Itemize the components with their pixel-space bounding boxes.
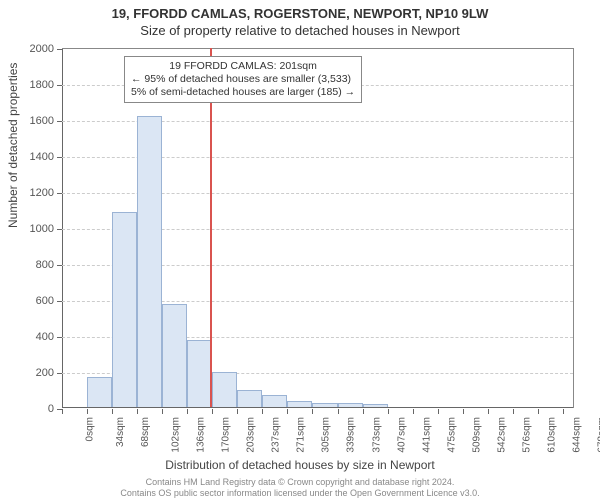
xtick-mark [87,409,88,414]
ytick-label: 2000 [14,43,54,55]
xtick-label: 170sqm [221,417,232,453]
ytick-mark [57,85,62,86]
histogram-bar [363,404,388,409]
xtick-label: 102sqm [171,417,182,453]
xtick-label: 644sqm [571,417,582,453]
ytick-label: 1600 [14,115,54,127]
ytick-label: 1200 [14,187,54,199]
histogram-bar [262,395,287,408]
xtick-mark [513,409,514,414]
ytick-mark [57,193,62,194]
xtick-label: 475sqm [446,417,457,453]
ytick-label: 800 [14,259,54,271]
xtick-label: 441sqm [421,417,432,453]
xtick-label: 678sqm [597,417,600,453]
xtick-label: 136sqm [196,417,207,453]
xtick-label: 68sqm [140,417,151,447]
xtick-mark [112,409,113,414]
xtick-mark [237,409,238,414]
histogram-bar [237,390,262,408]
histogram-bar [137,116,162,408]
ytick-label: 1400 [14,151,54,163]
xtick-label: 373sqm [371,417,382,453]
xtick-label: 339sqm [346,417,357,453]
ytick-label: 600 [14,295,54,307]
xtick-mark [312,409,313,414]
ytick-label: 200 [14,367,54,379]
histogram-bar [287,401,312,408]
xtick-mark [413,409,414,414]
histogram-bar [212,372,237,408]
xtick-mark [388,409,389,414]
annotation-line: 19 FFORDD CAMLAS: 201sqm [131,60,355,73]
y-axis-label: Number of detached properties [6,63,20,228]
page-title: 19, FFORDD CAMLAS, ROGERSTONE, NEWPORT, … [0,0,600,21]
ytick-mark [57,337,62,338]
ytick-mark [57,301,62,302]
histogram-bar [312,403,337,408]
xtick-label: 407sqm [396,417,407,453]
ytick-label: 0 [14,403,54,415]
histogram-bar [187,340,212,408]
xtick-mark [538,409,539,414]
xtick-label: 610sqm [546,417,557,453]
histogram-bar [87,377,112,408]
xtick-label: 271sqm [296,417,307,453]
footer-line-2: Contains OS public sector information li… [0,488,600,498]
xtick-label: 542sqm [496,417,507,453]
ytick-label: 400 [14,331,54,343]
ytick-mark [57,265,62,266]
annotation-box: 19 FFORDD CAMLAS: 201sqm← 95% of detache… [124,56,362,103]
xtick-mark [463,409,464,414]
ytick-mark [57,49,62,50]
histogram-bar [112,212,137,408]
page-subtitle: Size of property relative to detached ho… [0,21,600,38]
ytick-label: 1000 [14,223,54,235]
ytick-mark [57,373,62,374]
ytick-mark [57,157,62,158]
xtick-mark [287,409,288,414]
xtick-mark [363,409,364,414]
ytick-mark [57,229,62,230]
ytick-label: 1800 [14,79,54,91]
xtick-label: 34sqm [115,417,126,447]
xtick-label: 305sqm [321,417,332,453]
ytick-mark [57,121,62,122]
x-axis-label: Distribution of detached houses by size … [0,458,600,472]
xtick-label: 509sqm [471,417,482,453]
histogram-bar [162,304,187,408]
annotation-line: 5% of semi-detached houses are larger (1… [131,86,355,99]
xtick-mark [488,409,489,414]
footer-line-1: Contains HM Land Registry data © Crown c… [0,477,600,487]
xtick-mark [162,409,163,414]
annotation-line: ← 95% of detached houses are smaller (3,… [131,73,355,86]
xtick-mark [438,409,439,414]
xtick-mark [137,409,138,414]
chart-container: 19, FFORDD CAMLAS, ROGERSTONE, NEWPORT, … [0,0,600,500]
footer: Contains HM Land Registry data © Crown c… [0,477,600,498]
xtick-label: 203sqm [246,417,257,453]
xtick-mark [338,409,339,414]
xtick-mark [187,409,188,414]
chart-area: 02004006008001000120014001600180020000sq… [62,48,574,408]
xtick-mark [563,409,564,414]
xtick-label: 576sqm [521,417,532,453]
xtick-mark [262,409,263,414]
xtick-label: 0sqm [84,417,95,441]
xtick-mark [62,409,63,414]
xtick-label: 237sqm [271,417,282,453]
xtick-mark [212,409,213,414]
histogram-bar [338,403,363,408]
